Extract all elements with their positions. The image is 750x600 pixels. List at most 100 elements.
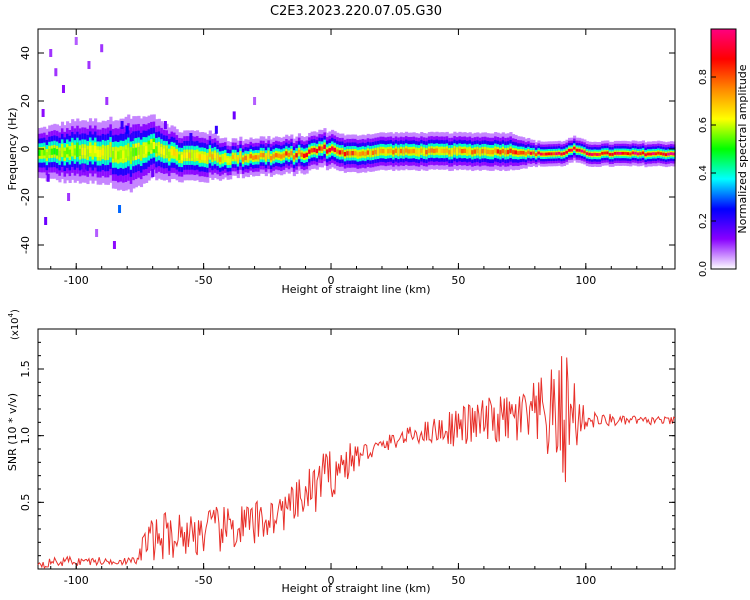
spectrogram-noise-cell bbox=[95, 229, 99, 237]
spectrogram-cell bbox=[634, 151, 638, 155]
spectrogram-cell bbox=[285, 151, 289, 156]
spectrogram-cell bbox=[50, 148, 54, 155]
snr-frame bbox=[37, 328, 676, 570]
spectrogram-cell bbox=[78, 148, 82, 156]
spectrogram-y-tick-label: -20 bbox=[19, 188, 32, 206]
spectrogram-cell bbox=[175, 151, 179, 158]
spectrogram-cell bbox=[178, 154, 182, 161]
spectrogram-cell bbox=[438, 148, 442, 154]
spectrogram-cell bbox=[422, 149, 426, 154]
spectrogram-cell bbox=[394, 148, 398, 153]
snr-y-tick-label: 1.0 bbox=[19, 427, 32, 445]
snr-series-line bbox=[37, 356, 676, 570]
spectrogram-cell bbox=[328, 147, 332, 153]
spectrogram-noise-cell bbox=[125, 125, 129, 134]
spectrogram-x-tick-label: -50 bbox=[195, 274, 213, 287]
spectrogram-cell bbox=[343, 151, 347, 157]
spectrogram-cell bbox=[580, 149, 584, 153]
spectrogram-cell bbox=[387, 149, 391, 154]
spectrogram-x-tick-label: 100 bbox=[575, 274, 596, 287]
spectrogram-x-ticks: -100 -50 0 50 100 bbox=[50, 29, 663, 287]
spectrogram-noise-cell bbox=[130, 133, 134, 141]
spectrogram-cell bbox=[374, 149, 378, 155]
spectrogram-cell bbox=[262, 153, 266, 158]
spectrogram-cell bbox=[397, 149, 401, 155]
spectrogram-cell bbox=[295, 153, 299, 158]
spectrogram-x-tick-label: 50 bbox=[451, 274, 465, 287]
spectrogram-cell bbox=[486, 149, 490, 154]
spectrogram-cell bbox=[86, 149, 90, 157]
spectrogram-cell bbox=[570, 148, 574, 152]
figure-title: C2E3.2023.220.07.05.G30 bbox=[270, 4, 442, 19]
spectrogram-cell bbox=[583, 150, 587, 154]
spectrogram-cell bbox=[157, 145, 161, 153]
spectrogram-cell bbox=[272, 154, 276, 159]
spectrogram-cell bbox=[504, 150, 508, 155]
spectrogram-cell bbox=[417, 150, 421, 155]
spectrogram-noise-cell bbox=[67, 193, 71, 201]
snr-y-tick-label: 1.5 bbox=[19, 360, 32, 378]
colorbar-tick-label: 0.8 bbox=[698, 69, 709, 85]
spectrogram-cell bbox=[348, 151, 353, 156]
spectrogram-cell bbox=[494, 148, 498, 153]
spectrogram-cell bbox=[60, 147, 65, 154]
spectrogram-noise-cell bbox=[44, 217, 48, 225]
spectrogram-cell bbox=[529, 151, 533, 155]
spectrogram-cell bbox=[547, 152, 551, 156]
spectrogram-cell bbox=[346, 151, 350, 156]
spectrogram-cell bbox=[662, 152, 666, 156]
spectrogram-noise-cell bbox=[49, 49, 53, 57]
spectrogram-cell bbox=[246, 156, 251, 161]
spectrogram-cell bbox=[522, 150, 526, 155]
spectrogram-cell bbox=[669, 152, 674, 156]
spectrogram-cell bbox=[450, 149, 454, 155]
spectrogram-cell bbox=[443, 148, 447, 154]
spectrogram-cell bbox=[506, 149, 510, 155]
spectrogram-cell bbox=[616, 151, 620, 155]
spectrogram-cell bbox=[119, 150, 123, 159]
spectrogram-noise-cell bbox=[105, 97, 109, 105]
spectrogram-cell bbox=[478, 149, 482, 155]
spectrogram-cell bbox=[672, 152, 676, 156]
spectrogram-cell bbox=[407, 149, 411, 154]
spectrogram-cell bbox=[277, 153, 281, 158]
spectrogram-cell bbox=[641, 151, 646, 155]
spectrogram-cell bbox=[639, 152, 643, 156]
spectrogram-cell bbox=[40, 150, 44, 156]
spectrogram-cell bbox=[517, 151, 521, 155]
spectrogram-cell bbox=[55, 149, 59, 156]
spectrogram-y-tick-label: -40 bbox=[19, 236, 32, 254]
spectrogram-cell bbox=[575, 148, 579, 152]
spectrogram-panel: -100 -50 0 50 100 -40 -20 0 20 40 Height of stra… bbox=[6, 28, 676, 296]
spectrogram-cell bbox=[229, 158, 233, 163]
spectrogram-cell bbox=[83, 147, 88, 156]
spectrogram-cell bbox=[562, 152, 567, 155]
spectrogram-x-tick-label: -100 bbox=[64, 274, 89, 287]
spectrogram-cell bbox=[445, 148, 449, 153]
colorbar-tick-label: 0.2 bbox=[698, 213, 709, 229]
spectrogram-cell bbox=[353, 151, 358, 156]
spectrogram-cell bbox=[499, 150, 503, 155]
spectrogram-noise-cell bbox=[100, 44, 104, 53]
snr-x-ticks: -100 -50 0 50 100 bbox=[50, 329, 663, 587]
spectrogram-cell bbox=[224, 155, 228, 160]
spectrogram-cell bbox=[550, 152, 554, 156]
spectrogram-cell bbox=[593, 152, 597, 156]
spectrogram-cell bbox=[432, 148, 437, 154]
spectrogram-noise-cell bbox=[61, 85, 65, 93]
spectrogram-cell bbox=[657, 151, 661, 155]
spectrogram-cell bbox=[160, 147, 164, 154]
spectrogram-cell bbox=[626, 152, 630, 156]
colorbar-tick-label: 0.0 bbox=[698, 261, 709, 277]
spectrogram-cell bbox=[560, 152, 564, 156]
spectrogram-cell bbox=[636, 152, 640, 156]
spectrogram-cell bbox=[514, 150, 518, 155]
spectrogram-cell bbox=[448, 150, 452, 155]
spectrogram-cell bbox=[496, 149, 500, 154]
spectrogram-cell bbox=[264, 155, 268, 160]
snr-x-tick-label: 50 bbox=[451, 574, 465, 587]
snr-y-scale-base: (x104) bbox=[7, 309, 21, 340]
spectrogram-cell bbox=[534, 153, 539, 157]
spectrogram-cell bbox=[211, 154, 215, 160]
spectrogram-cell bbox=[410, 149, 414, 154]
